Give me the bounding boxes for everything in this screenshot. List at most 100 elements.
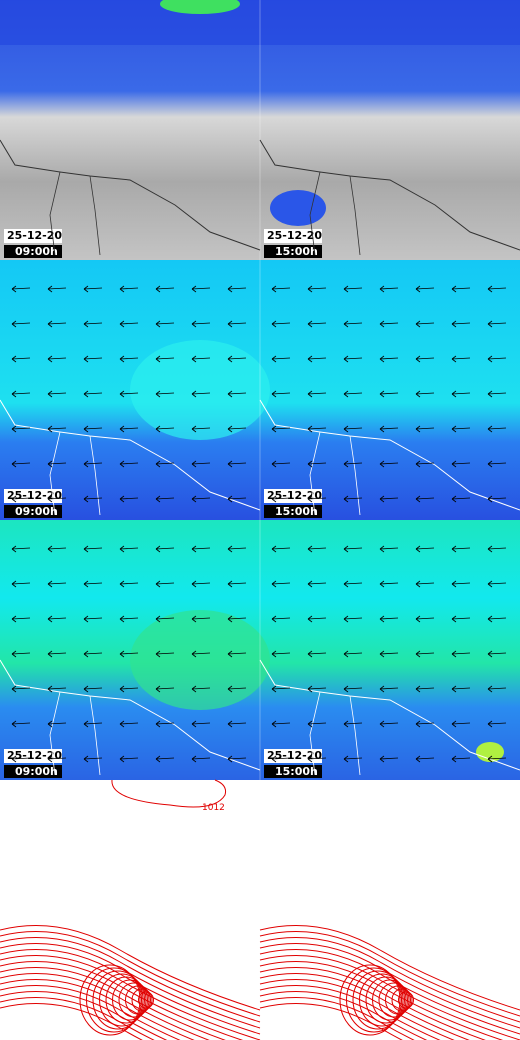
wind-arrow — [451, 320, 471, 328]
wind-arrow — [487, 650, 507, 658]
cloud-band — [0, 0, 520, 45]
wind-arrow — [191, 425, 211, 433]
wind-arrow — [487, 320, 507, 328]
wind-maps — [0, 260, 520, 520]
isobar-cluster — [131, 988, 153, 1012]
time-box — [264, 505, 322, 518]
date-label: 25-12-20 — [267, 229, 322, 242]
wind-arrow — [47, 460, 67, 468]
wind-arrow — [119, 650, 139, 658]
wind-arrow — [83, 615, 103, 623]
wind-arrow — [343, 755, 363, 763]
wind-arrow — [379, 460, 399, 468]
cloud-peak — [160, 0, 240, 14]
wind-arrow — [155, 720, 175, 728]
isobar-cluster — [92, 970, 144, 1030]
wind-arrow — [271, 755, 291, 763]
wind-arrow — [227, 685, 247, 693]
wind-arrow — [119, 425, 139, 433]
wind-arrow — [11, 460, 31, 468]
isobar-cluster — [99, 973, 145, 1027]
wind-arrow — [155, 755, 175, 763]
wind-arrow — [83, 650, 103, 658]
isobar-cluster — [86, 967, 142, 1033]
wind-arrow — [451, 650, 471, 658]
wind-arrow — [11, 720, 31, 728]
date-label: 25-12-20 — [7, 489, 62, 502]
time-box — [4, 505, 62, 518]
wind-arrow — [343, 425, 363, 433]
wind-arrow — [227, 650, 247, 658]
wind-arrow — [119, 285, 139, 293]
isobar-cluster — [112, 979, 148, 1021]
wind-arrow — [451, 615, 471, 623]
isobar — [259, 973, 470, 1040]
wind-arrow — [451, 460, 471, 468]
wind-arrow — [379, 425, 399, 433]
isobar-cluster — [398, 991, 414, 1009]
wind-arrow — [83, 425, 103, 433]
wind-arrow — [307, 285, 327, 293]
wind-arrow — [83, 685, 103, 693]
wind-arrow — [83, 320, 103, 328]
wind-arrow — [11, 545, 31, 553]
wind-arrow — [487, 495, 507, 503]
wind-arrow — [343, 615, 363, 623]
wind-arrow — [451, 390, 471, 398]
time-label: 09:00h — [15, 505, 58, 518]
wind-arrow — [227, 615, 247, 623]
border — [309, 171, 361, 256]
wind-arrow — [191, 285, 211, 293]
wind-arrow — [487, 425, 507, 433]
wind-arrow — [11, 285, 31, 293]
wind-arrow — [155, 580, 175, 588]
isobar — [0, 967, 226, 1040]
isobar-cluster — [359, 973, 405, 1027]
isobar — [0, 925, 261, 1011]
isobar — [0, 937, 261, 1023]
wind-arrow — [379, 685, 399, 693]
border — [49, 171, 101, 256]
wind-arrow — [379, 615, 399, 623]
wind-arrow — [119, 755, 139, 763]
time-box — [264, 245, 322, 258]
wind-arrow — [155, 650, 175, 658]
wind-arrow — [271, 425, 291, 433]
isobar — [259, 955, 520, 1040]
wind-arrow — [415, 720, 435, 728]
wind-arrow — [271, 580, 291, 588]
isobar — [259, 985, 441, 1040]
wind-arrow — [191, 720, 211, 728]
isobar — [259, 925, 520, 1011]
date-box — [264, 229, 322, 243]
time-box — [4, 765, 62, 778]
isobar — [259, 931, 520, 1017]
wind-arrow — [307, 685, 327, 693]
wind-arrow — [343, 720, 363, 728]
wind-arrow — [451, 580, 471, 588]
wind-arrow — [415, 390, 435, 398]
wind-arrow — [415, 650, 435, 658]
wind-arrow — [11, 495, 31, 503]
wind-arrow — [47, 495, 67, 503]
coastline — [259, 399, 520, 511]
wind-arrow — [47, 580, 67, 588]
wind-arrow — [415, 320, 435, 328]
time-label: 09:00h — [15, 765, 58, 778]
wind-arrow — [155, 615, 175, 623]
wind-arrow — [271, 390, 291, 398]
cloud-patch — [270, 190, 326, 226]
wind-arrow — [415, 615, 435, 623]
isobar — [0, 985, 181, 1040]
isobar — [259, 967, 486, 1040]
isobar-cluster — [352, 970, 404, 1030]
gust-zone — [130, 610, 270, 710]
wind-arrow — [191, 615, 211, 623]
wind-arrow — [415, 545, 435, 553]
coastline — [0, 399, 261, 511]
wind-arrow — [11, 320, 31, 328]
time-box — [4, 245, 62, 258]
wind-arrow — [343, 460, 363, 468]
wind-arrow — [227, 355, 247, 363]
